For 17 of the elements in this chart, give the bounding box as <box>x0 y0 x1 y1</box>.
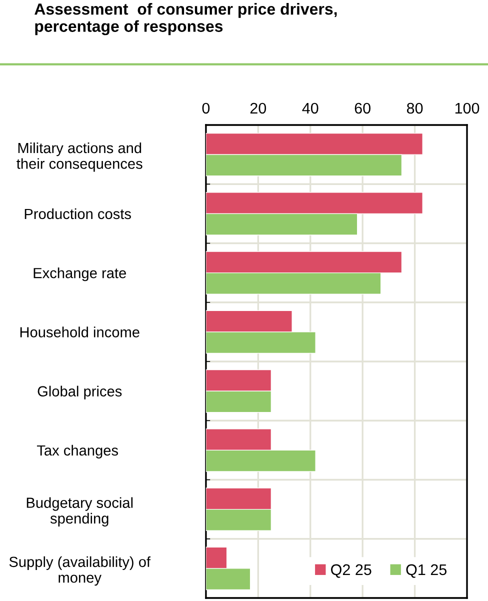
x-tick-label: 60 <box>354 102 370 114</box>
y-tick-label: Military actions and their consequences <box>16 142 142 172</box>
y-tick-label: Exchange rate <box>34 268 126 282</box>
legend-label: Q2 25 <box>331 564 372 578</box>
y-tick-label: Budgetary social spending <box>26 497 133 527</box>
chart-title: Assessment of consumer price drivers, percentage of responses <box>34 3 337 36</box>
y-tick-label: Household income <box>20 326 140 338</box>
y-tick-label: Global prices <box>38 386 122 400</box>
legend-label: Q1 25 <box>406 564 447 578</box>
y-tick-label: Tax changes <box>36 444 118 458</box>
x-tick-label: 100 <box>455 102 480 114</box>
x-tick-label: 40 <box>302 102 318 114</box>
x-tick-label: 0 <box>202 102 210 114</box>
x-tick-label: 80 <box>406 102 423 114</box>
y-tick-label: Production costs <box>24 208 131 220</box>
x-tick-label: 20 <box>250 102 266 114</box>
y-tick-label: Supply (availability) of money <box>9 556 151 586</box>
